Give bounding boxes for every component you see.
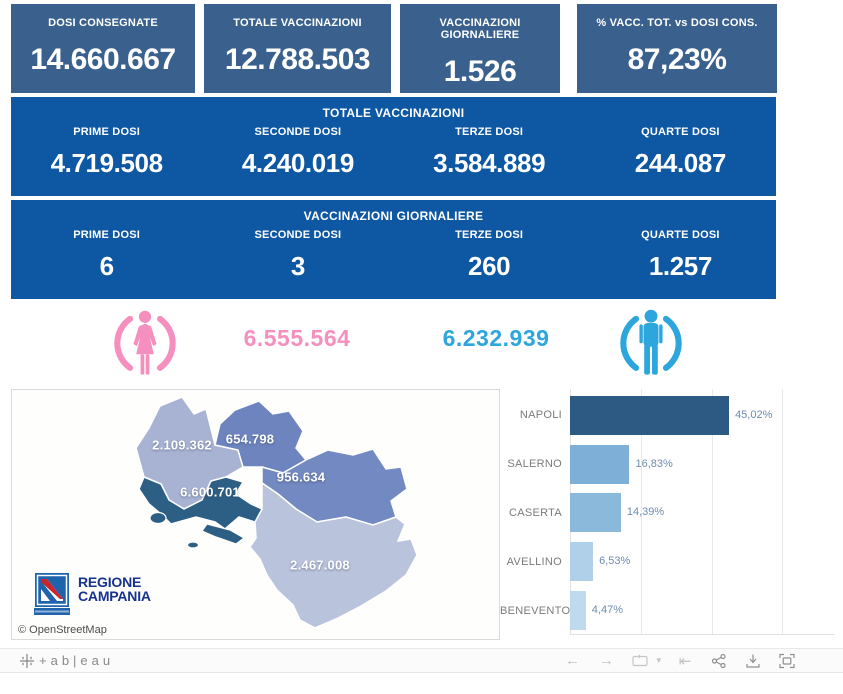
gridline: [711, 389, 713, 634]
bar-value-label: 14,39%: [626, 506, 665, 519]
map-region-napoli[interactable]: [138, 476, 264, 549]
giornaliere-prime-dosi: PRIME DOSI 6: [73, 229, 141, 281]
regione-campania-logo: REGIONE CAMPANIA: [34, 572, 151, 616]
bar-row-salerno: SALERNO 16,83%: [500, 440, 843, 489]
regione-campania-emblem: [34, 573, 70, 615]
kpi-value: 87,23%: [627, 43, 727, 76]
totale-quarte-dosi: QUARTE DOSI 244.087: [634, 126, 727, 178]
map-value-caserta: 2.109.362: [152, 437, 212, 453]
bar-track: 16,83%: [570, 444, 835, 484]
kpi-label: DOSI CONSEGNATE: [48, 17, 158, 29]
province-bars: NAPOLI 45,02% SALERNO 16,83% CASERTA 14,39% AV…: [500, 391, 843, 635]
bar-track: 45,02%: [570, 395, 835, 435]
revert-icon[interactable]: ⇤: [678, 652, 692, 670]
female-icon: [111, 305, 179, 379]
bar-category-label: BENEVENTO: [500, 604, 571, 617]
bar-category-label: CASERTA: [508, 506, 562, 519]
tableau-mark-icon: [20, 653, 34, 668]
totale-prime-dosi: PRIME DOSI 4.719.508: [50, 126, 163, 178]
giornaliere-seconde-dosi: SECONDE DOSI 3: [254, 229, 342, 281]
map-value-benevento: 654.798: [225, 431, 275, 447]
bar-value-label: 16,83%: [635, 457, 673, 470]
totale-vaccinazioni-band: TOTALE VACCINAZIONI PRIME DOSI 4.719.508…: [11, 97, 776, 196]
tableau-toolbar: +ab|eau ← → ▾ ⇤: [0, 648, 843, 673]
bar-value-label: 4,47%: [591, 604, 623, 617]
replay-icon[interactable]: [630, 652, 650, 670]
male-total: 6.232.939: [442, 325, 550, 351]
band-title: VACCINAZIONI GIORNALIERE: [303, 209, 484, 223]
bar-track: 6,53%: [570, 542, 835, 582]
male-icon: [617, 305, 685, 379]
totale-seconde-dosi: SECONDE DOSI 4.240.019: [241, 126, 354, 178]
logo-text-campania: CAMPANIA: [78, 588, 151, 604]
fullscreen-icon[interactable]: [777, 652, 797, 670]
kpi-label: VACCINAZIONI GIORNALIERE: [439, 17, 521, 41]
band-title: TOTALE VACCINAZIONI: [322, 106, 465, 120]
kpi-value: 14.660.667: [30, 43, 176, 76]
bar-row-avellino: AVELLINO 6,53%: [500, 537, 843, 586]
vaccinazioni-giornaliere-band: VACCINAZIONI GIORNALIERE PRIME DOSI 6 SE…: [11, 200, 776, 299]
campania-map-panel: 2.109.362 654.798 956.634 6.600.701 2.46…: [11, 389, 500, 640]
map-region-salerno[interactable]: [249, 481, 418, 629]
download-icon[interactable]: [743, 652, 763, 670]
bar-track: 4,47%: [570, 591, 835, 631]
logo-text-regione: REGIONE: [78, 574, 142, 590]
kpi-label: % VACC. TOT. vs DOSI CONS.: [596, 17, 758, 29]
female-total: 6.555.564: [243, 325, 351, 351]
bar-salerno[interactable]: [570, 444, 630, 484]
kpi-value: 1.526: [443, 55, 517, 88]
bar-avellino[interactable]: [570, 542, 594, 582]
map-region-benevento[interactable]: [214, 400, 308, 474]
tableau-wordmark: +ab|eau: [39, 653, 115, 668]
map-value-avellino: 956.634: [276, 469, 326, 485]
campania-map: [135, 396, 418, 629]
bar-benevento[interactable]: [570, 591, 586, 631]
undo-icon[interactable]: ←: [564, 652, 580, 669]
kpi-card-dosi-consegnate: DOSI CONSEGNATE 14.660.667: [11, 4, 195, 93]
totale-terze-dosi: TERZE DOSI 3.584.889: [433, 126, 546, 178]
share-icon[interactable]: [709, 652, 729, 670]
gridline: [641, 389, 643, 634]
kpi-label: TOTALE VACCINAZIONI: [233, 17, 362, 29]
bar-value-label: 45,02%: [735, 408, 773, 421]
kpi-card-vaccinazioni-giornaliere: VACCINAZIONI GIORNALIERE 1.526: [400, 4, 560, 93]
replay-menu-icon[interactable]: ▾: [656, 655, 661, 665]
bar-napoli[interactable]: [570, 395, 730, 435]
bar-row-benevento: BENEVENTO 4,47%: [500, 586, 843, 635]
bar-row-napoli: NAPOLI 45,02%: [500, 391, 843, 440]
map-value-napoli: 6.600.701: [180, 484, 240, 500]
bar-track: 14,39%: [570, 493, 835, 533]
kpi-value: 12.788.503: [224, 43, 371, 76]
gridline: [782, 389, 784, 634]
kpi-card-totale-vaccinazioni: TOTALE VACCINAZIONI 12.788.503: [204, 4, 391, 93]
bar-category-label: NAPOLI: [519, 409, 562, 422]
bar-category-label: SALERNO: [507, 458, 562, 471]
giornaliere-terze-dosi: TERZE DOSI 260: [455, 229, 524, 281]
bar-row-caserta: CASERTA 14,39%: [500, 489, 843, 538]
bar-caserta[interactable]: [570, 493, 621, 533]
redo-icon[interactable]: →: [598, 652, 614, 669]
tableau-logo[interactable]: +ab|eau: [20, 653, 114, 668]
giornaliere-quarte-dosi: QUARTE DOSI 1.257: [641, 229, 720, 281]
kpi-card-percent-vacc: % VACC. TOT. vs DOSI CONS. 87,23%: [577, 4, 777, 93]
bar-value-label: 6,53%: [599, 555, 631, 568]
bar-category-label: AVELLINO: [506, 555, 562, 568]
map-value-salerno: 2.467.008: [290, 557, 350, 573]
province-bar-chart: NAPOLI 45,02% SALERNO 16,83% CASERTA 14,39% AV…: [500, 389, 843, 638]
openstreetmap-attribution: © OpenStreetMap: [18, 624, 107, 636]
